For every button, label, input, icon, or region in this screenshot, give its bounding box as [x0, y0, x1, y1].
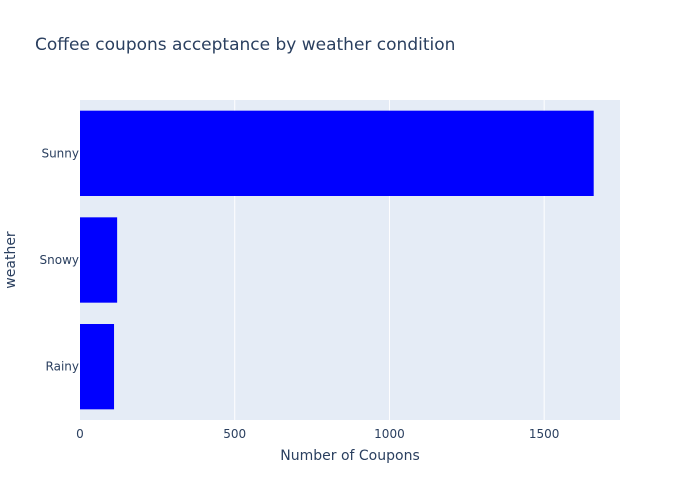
bar — [80, 217, 118, 303]
x-tick-label: 0 — [76, 427, 84, 441]
bar — [80, 324, 115, 410]
y-tick-labels: Sunny Snowy Rainy — [40, 146, 79, 373]
bars — [80, 110, 594, 410]
x-tick-label: 1500 — [529, 427, 560, 441]
bar — [80, 110, 594, 196]
y-tick-label: Snowy — [40, 253, 79, 267]
x-tick-label: 1000 — [374, 427, 405, 441]
x-axis-title: Number of Coupons — [280, 448, 419, 464]
y-tick-label: Rainy — [46, 360, 79, 374]
x-tick-label: 500 — [223, 427, 246, 441]
y-tick-label: Sunny — [41, 146, 79, 160]
x-tick-labels: 0 500 1000 1500 — [76, 427, 559, 441]
y-axis-title: weather — [3, 231, 19, 289]
chart-title: Coffee coupons acceptance by weather con… — [35, 35, 455, 55]
